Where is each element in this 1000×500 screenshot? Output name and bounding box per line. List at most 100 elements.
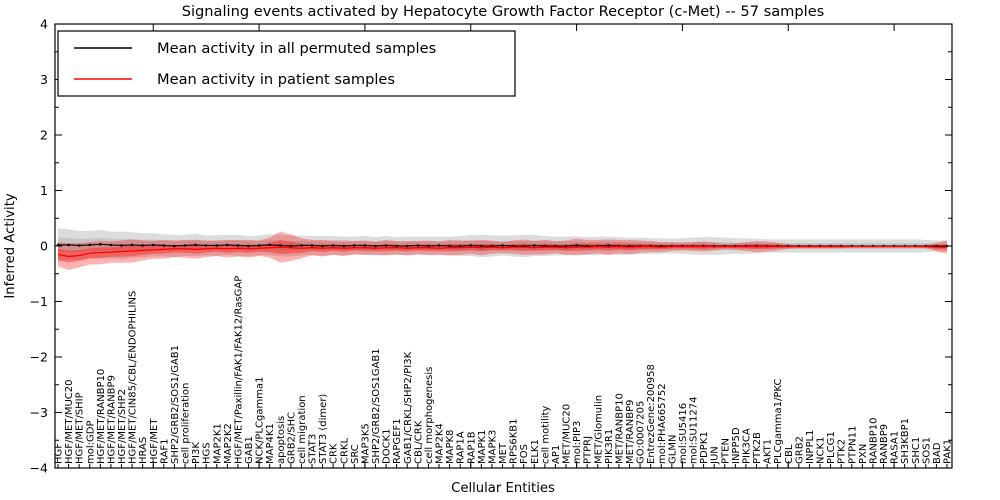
permuted-mean-marker bbox=[268, 243, 271, 247]
x-tick-label: MET/RANBP9 bbox=[625, 399, 636, 464]
x-tick-label: cell morphogenesis bbox=[424, 367, 435, 464]
x-tick-label: MAP3K5 bbox=[360, 423, 371, 464]
permuted-mean-marker bbox=[204, 244, 208, 247]
x-tick-label: PLCG1 bbox=[826, 431, 837, 464]
y-tick-label: 2 bbox=[40, 128, 48, 143]
x-tick-label: MAPK1 bbox=[477, 430, 488, 464]
x-tick-label: HGS bbox=[202, 442, 213, 464]
x-tick-label: INPP5D bbox=[731, 427, 742, 464]
permuted-mean-marker bbox=[151, 243, 155, 247]
x-tick-label: JUN bbox=[710, 446, 721, 465]
permuted-mean-marker bbox=[99, 243, 102, 246]
x-tick-label: PTPN11 bbox=[847, 426, 858, 464]
x-tick-label: mol:PHA665752 bbox=[657, 383, 668, 464]
x-tick-label: MAPK8 bbox=[445, 430, 456, 464]
x-tick-label: PLCgamma1/PKC bbox=[773, 379, 784, 464]
x-tick-label: RANBP9 bbox=[879, 424, 890, 464]
x-tick-label: PTEN bbox=[720, 438, 731, 464]
x-tick-label: PIK3CA bbox=[741, 428, 752, 464]
patient-mean-line bbox=[57, 245, 947, 258]
y-tick-label: −1 bbox=[30, 294, 48, 309]
plot-border bbox=[54, 23, 953, 469]
permuted-mean-marker bbox=[564, 244, 568, 248]
x-tick-label: SRC bbox=[350, 444, 361, 464]
legend-label-permuted: Mean activity in all permuted samples bbox=[157, 40, 436, 57]
x-tick-label: GRB2 bbox=[794, 436, 805, 464]
x-tick-label: DOCK1 bbox=[382, 429, 393, 464]
permuted-mean-marker bbox=[141, 244, 144, 247]
permuted-mean-marker bbox=[278, 244, 282, 247]
x-tick-label: RAF1 bbox=[159, 439, 170, 465]
x-tick-label: HGF bbox=[54, 443, 65, 464]
permuted-mean-marker bbox=[607, 244, 610, 247]
permuted-mean-marker bbox=[215, 244, 219, 247]
permuted-mean-marker bbox=[247, 244, 250, 248]
permuted-mean-marker bbox=[501, 244, 504, 247]
x-tick-label: HGF/MET/RANBP9 bbox=[106, 375, 117, 464]
x-tick-label: MAPK3 bbox=[487, 430, 498, 464]
legend-label-patient: Mean activity in patient samples bbox=[157, 71, 395, 88]
x-tick-label: CRKL bbox=[339, 438, 350, 464]
permuted-mean-marker bbox=[321, 244, 324, 248]
x-tick-label: PTPRJ bbox=[583, 436, 594, 464]
permuted-mean-marker bbox=[353, 244, 356, 247]
x-tick-label: RAP1B bbox=[466, 431, 477, 464]
permuted-mean-marker bbox=[480, 244, 483, 248]
permuted-mean-marker bbox=[257, 244, 261, 247]
x-tick-label: MET/MUC20 bbox=[562, 404, 573, 464]
x-tick-label: HGF/MET/CIN85/CBL/ENDOPHILINS bbox=[128, 291, 139, 464]
permuted-mean-marker bbox=[289, 244, 293, 248]
x-tick-label: mol:GDP bbox=[85, 421, 96, 465]
permuted-mean-marker bbox=[395, 244, 398, 248]
x-tick-label: PIK3R1 bbox=[604, 429, 615, 464]
permuted-mean-marker bbox=[162, 244, 166, 247]
permuted-mean-marker bbox=[416, 244, 420, 247]
chart-title: Signaling events activated by Hepatocyte… bbox=[182, 3, 825, 20]
x-tick-label: RASA1 bbox=[890, 431, 901, 464]
x-tick-label: PXN bbox=[858, 444, 869, 464]
permuted-mean-marker bbox=[427, 244, 430, 248]
permuted-mean-marker bbox=[331, 244, 335, 247]
x-tick-label: CBL/CRK bbox=[413, 420, 424, 464]
x-tick-label: GO:0007205 bbox=[636, 401, 647, 464]
x-tick-label: SHP2/GRB2/SOS1/GAB1 bbox=[170, 345, 181, 464]
x-tick-label: HGF/MET/RANBP10 bbox=[96, 369, 107, 464]
x-tick-label: RPS6KB1 bbox=[509, 419, 520, 464]
x-tick-label: BAD bbox=[932, 442, 943, 464]
x-tick-label: mol:SU11274 bbox=[689, 397, 700, 465]
x-tick-label: MET/RANBP10 bbox=[614, 393, 625, 464]
x-tick-label: SH3KBP1 bbox=[900, 418, 911, 464]
x-tick-label: CBL bbox=[784, 444, 795, 464]
permuted-mean-marker bbox=[120, 244, 123, 247]
x-tick-label: AP1 bbox=[551, 445, 562, 464]
permuted-mean-marker bbox=[384, 244, 388, 247]
y-tick-label: 4 bbox=[40, 17, 48, 32]
permuted-mean-marker bbox=[226, 243, 229, 247]
x-tick-label: MAP2K2 bbox=[223, 423, 234, 464]
x-tick-label: GAB1 bbox=[244, 436, 255, 464]
x-tick-label: GLMN bbox=[667, 435, 678, 464]
x-tick-label: cell motility bbox=[540, 406, 551, 464]
x-tick-label: mol:PIP3 bbox=[572, 421, 583, 464]
permuted-mean-marker bbox=[300, 244, 303, 247]
x-tick-label: STAT3 (dimer) bbox=[318, 394, 329, 464]
permuted-mean-marker bbox=[194, 243, 197, 247]
axis-ticks bbox=[55, 23, 952, 469]
x-tick-label: EntrezGene:200958 bbox=[646, 364, 657, 464]
permuted-mean-marker bbox=[67, 243, 70, 247]
x-tick-labels: HGF HGF/MET/MUC20 HGF/MET/SHIP mol:GDP HGF/M… bbox=[54, 276, 954, 465]
x-tick-label: HGF/MET/SHIP bbox=[75, 392, 86, 464]
x-tick-label: AKT1 bbox=[763, 439, 774, 464]
x-tick-label: cell migration bbox=[297, 395, 308, 464]
x-tick-label: CRK bbox=[329, 443, 340, 464]
y-tick-label: −3 bbox=[30, 405, 48, 420]
x-tick-label: ELK1 bbox=[530, 439, 541, 464]
permuted-mean-marker bbox=[532, 244, 536, 247]
y-tick-label: 0 bbox=[40, 239, 48, 254]
x-tick-label: mol:SU5416 bbox=[678, 403, 689, 464]
permuted-mean-marker bbox=[448, 244, 451, 248]
y-tick-label: −4 bbox=[30, 461, 48, 476]
x-tick-label: STAT3 bbox=[308, 434, 319, 464]
x-tick-label: SHC1 bbox=[911, 437, 922, 464]
x-tick-label: MET/Glomulin bbox=[593, 395, 604, 464]
